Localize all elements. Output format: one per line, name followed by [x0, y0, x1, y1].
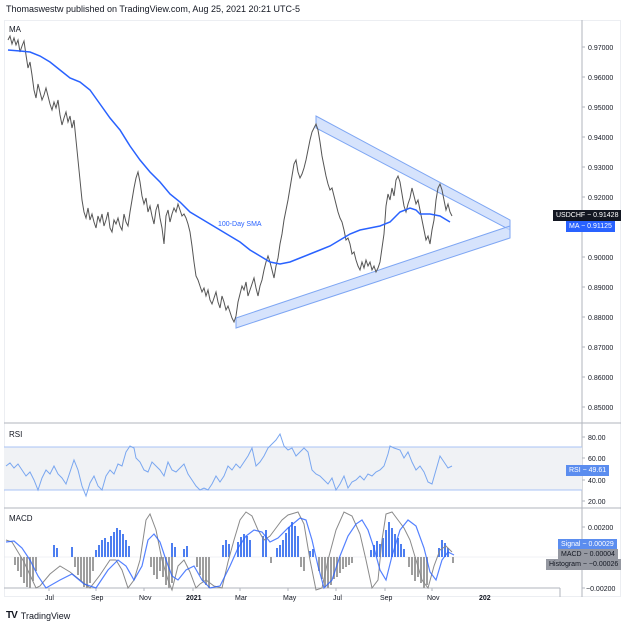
rsi-band	[4, 447, 582, 490]
chart-frame	[4, 20, 621, 597]
tradingview-logo-icon: TV	[6, 610, 18, 621]
macd-value-tag: MACD − 0.00004	[558, 549, 618, 560]
svg-text:0.95000: 0.95000	[588, 105, 613, 112]
svg-text:40.00: 40.00	[588, 478, 606, 485]
svg-text:Nov: Nov	[427, 595, 440, 602]
symbol-value: 0.91428	[593, 212, 619, 219]
rsi-name: RSI	[569, 467, 581, 474]
macd-value: 0.00004	[589, 551, 615, 558]
price-series	[7, 34, 453, 324]
svg-text:0.00200: 0.00200	[588, 525, 613, 532]
svg-text:Sep: Sep	[380, 595, 393, 602]
svg-text:0.97000: 0.97000	[588, 45, 613, 52]
ma-value: 0.91125	[587, 223, 612, 230]
svg-text:0.96000: 0.96000	[588, 75, 613, 82]
svg-text:0.86000: 0.86000	[588, 375, 613, 382]
sma-100-line[interactable]	[7, 49, 451, 265]
svg-text:−0.00200: −0.00200	[586, 586, 615, 593]
rsi-value-tag: RSI − 49.61	[566, 465, 610, 476]
signal-value-tag: Signal − 0.00029	[558, 539, 617, 550]
publish-info: Thomaswestw published on TradingView.com…	[6, 4, 301, 14]
triangle-pattern[interactable]	[235, 115, 511, 329]
symbol-name: USDCHF	[556, 212, 586, 219]
histogram-value: −0.00026	[588, 561, 619, 568]
svg-text:0.88000: 0.88000	[588, 315, 613, 322]
footer: TV TradingView	[6, 610, 70, 621]
svg-text:80.00: 80.00	[588, 435, 606, 442]
svg-text:0.93000: 0.93000	[588, 165, 613, 172]
sma-annotation: 100-Day SMA	[218, 221, 262, 228]
rsi-value: 49.61	[588, 467, 607, 474]
macd-name: MACD	[561, 551, 582, 558]
svg-text:0.92000: 0.92000	[588, 195, 613, 202]
macd-pane-label: MACD	[9, 514, 33, 523]
symbol-price-tag: USDCHF − 0.91428	[553, 210, 622, 221]
svg-text:Jul: Jul	[333, 595, 342, 602]
histogram-name: Histogram	[549, 561, 581, 568]
rsi-axis: 80.00 60.00 40.00 20.00	[582, 435, 606, 506]
svg-text:202: 202	[479, 595, 491, 602]
ma-name: MA	[569, 223, 580, 230]
svg-text:60.00: 60.00	[588, 456, 606, 463]
svg-text:0.89000: 0.89000	[588, 285, 613, 292]
ma-price-tag: MA − 0.91125	[566, 221, 615, 232]
svg-text:Mar: Mar	[235, 595, 248, 602]
macd-axis: 0.00200 −0.00200	[582, 525, 615, 593]
svg-text:0.85000: 0.85000	[588, 405, 613, 412]
rsi-line[interactable]	[5, 432, 453, 498]
time-axis: Jul Sep Nov 2021 Mar May Jul Sep Nov 202	[45, 588, 491, 602]
svg-text:0.94000: 0.94000	[588, 135, 613, 142]
signal-name: Signal	[561, 541, 581, 548]
price-axis: 0.97000 0.96000 0.95000 0.94000 0.93000 …	[582, 45, 613, 412]
rsi-pane-label: RSI	[9, 430, 23, 439]
macd-histogram	[14, 522, 454, 588]
svg-text:20.00: 20.00	[588, 499, 606, 506]
svg-text:0.87000: 0.87000	[588, 345, 613, 352]
svg-text:Nov: Nov	[139, 595, 152, 602]
brand-name[interactable]: TradingView	[20, 610, 71, 621]
svg-text:Sep: Sep	[91, 595, 104, 602]
svg-text:Jul: Jul	[45, 595, 54, 602]
price-pane-label: MA	[9, 25, 21, 34]
macd-line	[5, 511, 453, 592]
svg-text:May: May	[283, 595, 297, 602]
histogram-value-tag: Histogram − −0.00026	[546, 559, 622, 570]
signal-value: 0.00029	[588, 541, 614, 548]
signal-line	[5, 517, 455, 590]
svg-text:2021: 2021	[186, 595, 202, 602]
svg-text:0.90000: 0.90000	[588, 255, 613, 262]
